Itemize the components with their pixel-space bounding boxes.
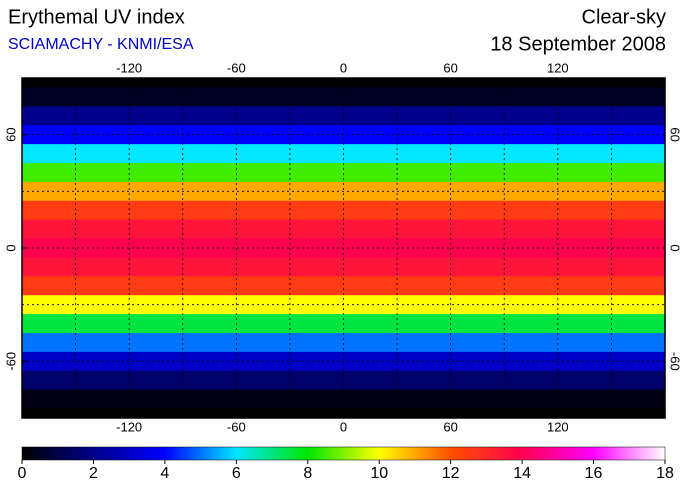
colorbar-tick-label: 4 bbox=[160, 465, 169, 482]
y-tick-label: 0 bbox=[668, 244, 683, 251]
uv-band bbox=[22, 106, 665, 126]
x-tick-label: 120 bbox=[547, 60, 569, 75]
grid bbox=[22, 78, 665, 418]
x-tick-label: 120 bbox=[547, 419, 569, 434]
y-tick-label: 60 bbox=[3, 127, 18, 141]
colorbar-tick-label: 2 bbox=[89, 465, 98, 482]
y-tick-label: -60 bbox=[668, 352, 683, 371]
colorbar-tick-label: 6 bbox=[232, 465, 241, 482]
colorbar-tick-label: 18 bbox=[656, 465, 674, 482]
subtitle: SCIAMACHY - KNMI/ESA bbox=[8, 36, 194, 53]
colorbar-tick-label: 10 bbox=[370, 465, 388, 482]
x-tick-label: 0 bbox=[340, 60, 347, 75]
uv-band bbox=[22, 163, 665, 183]
title: Erythemal UV index bbox=[8, 6, 185, 28]
y-tick-label: 0 bbox=[3, 244, 18, 251]
colorbar-tick-label: 8 bbox=[303, 465, 312, 482]
uv-band bbox=[22, 87, 665, 107]
condition: Clear-sky bbox=[582, 6, 666, 28]
x-tick-label: -120 bbox=[116, 60, 142, 75]
uv-band bbox=[22, 370, 665, 391]
date: 18 September 2008 bbox=[490, 33, 666, 55]
x-tick-label: -60 bbox=[227, 60, 246, 75]
x-tick-label: 60 bbox=[443, 60, 457, 75]
x-tick-label: 0 bbox=[340, 419, 347, 434]
colorbar-tick-label: 12 bbox=[442, 465, 460, 482]
y-tick-label: 60 bbox=[668, 127, 683, 141]
colorbar-tick-label: 14 bbox=[513, 465, 531, 482]
uv-band bbox=[22, 257, 665, 277]
uv-band bbox=[22, 200, 665, 221]
uv-band bbox=[22, 333, 665, 353]
colorbar-tick-label: 16 bbox=[585, 465, 603, 482]
x-tick-label: -120 bbox=[116, 419, 142, 434]
x-tick-label: 60 bbox=[443, 419, 457, 434]
uv-band bbox=[22, 276, 665, 296]
colorbar-tick-label: 0 bbox=[18, 465, 27, 482]
y-tick-label: -60 bbox=[3, 352, 18, 371]
x-tick-label: -60 bbox=[227, 419, 246, 434]
colorbar bbox=[21, 446, 666, 461]
